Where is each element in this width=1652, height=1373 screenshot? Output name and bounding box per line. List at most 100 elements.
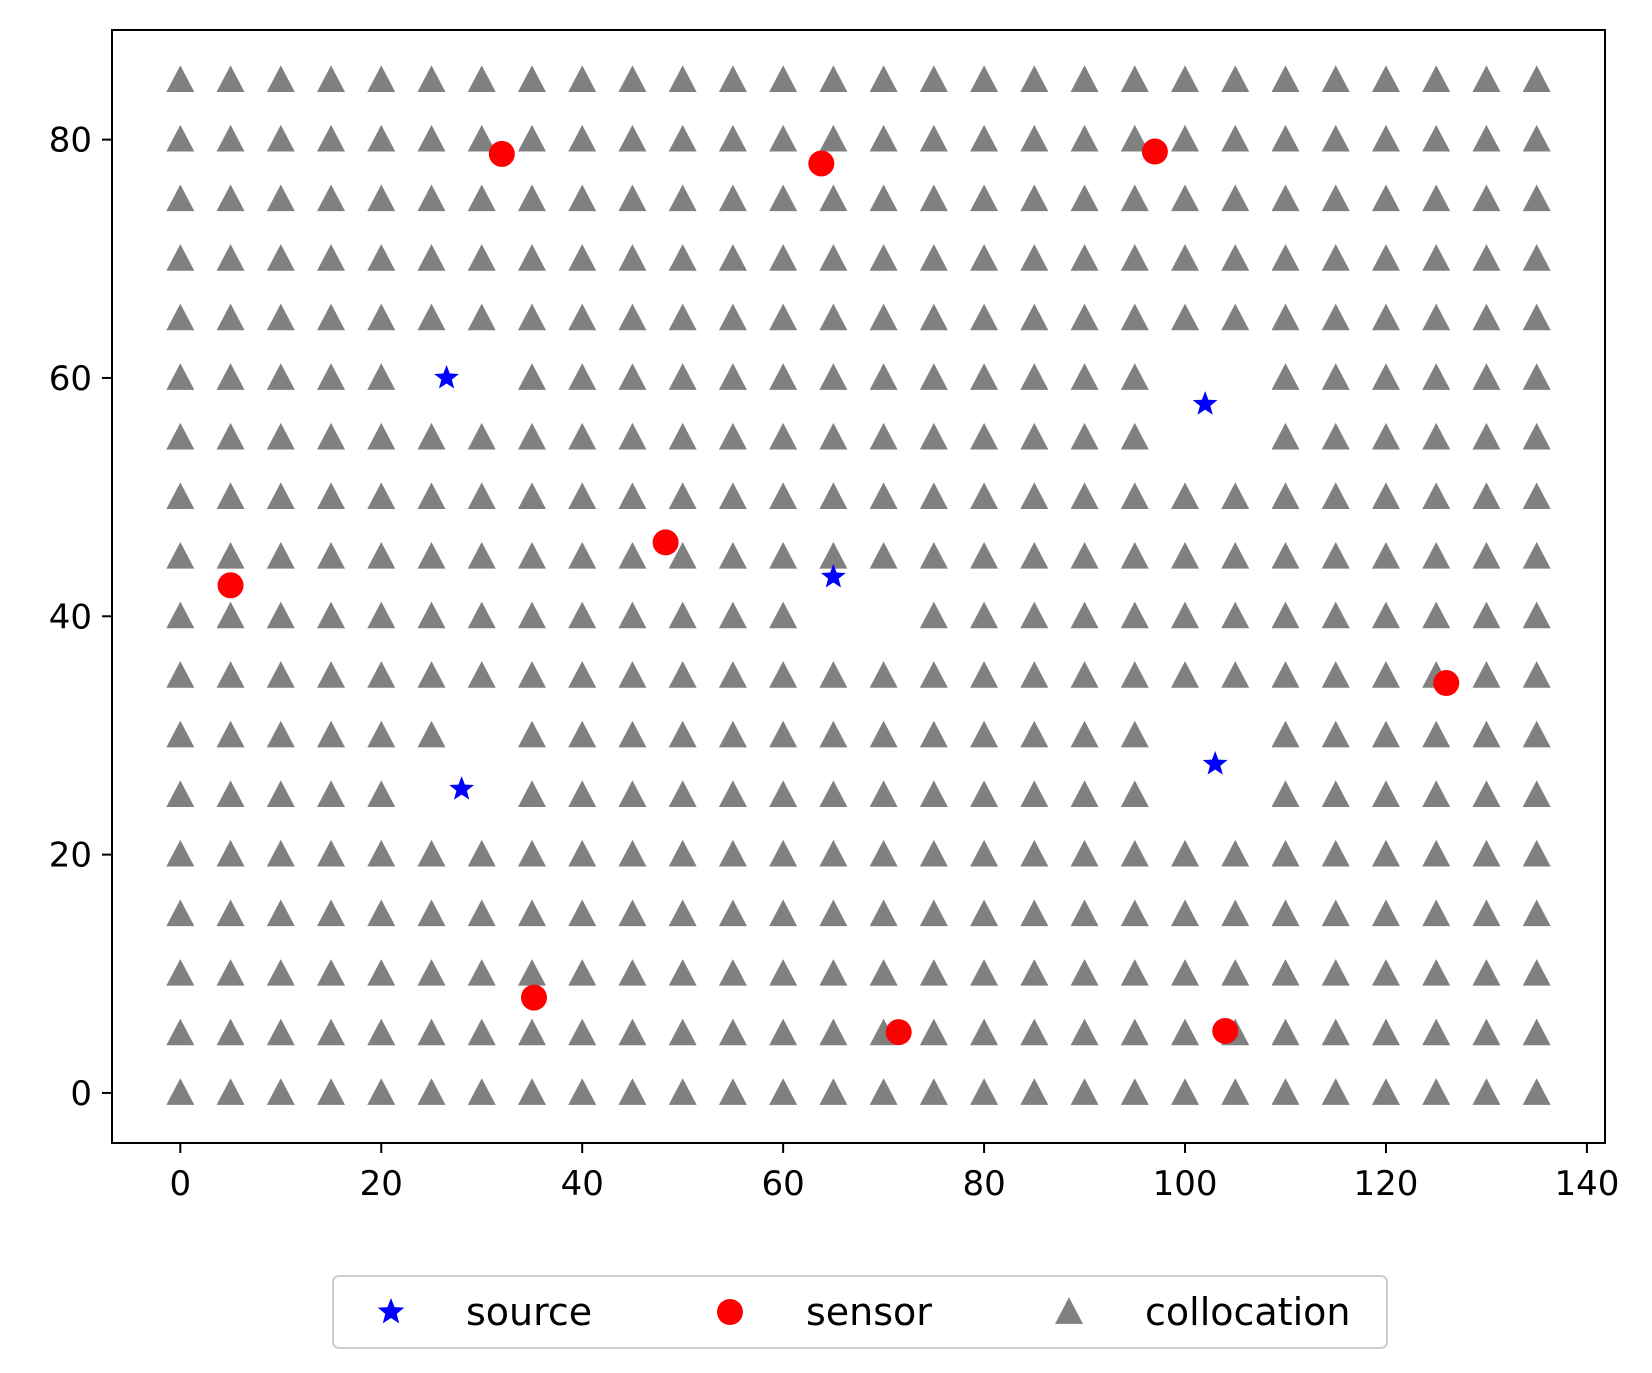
collocation-point [970,720,999,748]
collocation-point [919,959,948,986]
collocation-point [1522,482,1551,510]
collocation-point [819,244,848,271]
collocation-point [1371,959,1400,986]
collocation-point [819,720,848,748]
collocation-point [367,65,396,92]
collocation-point [1422,1078,1451,1105]
collocation-point [769,542,798,569]
collocation-point [1271,661,1300,688]
x-tick-label: 140 [1554,1164,1619,1204]
collocation-point [1422,124,1451,152]
collocation-point [317,899,346,927]
collocation-point [919,839,948,867]
collocation-point [1472,601,1501,629]
collocation-point [1271,780,1300,807]
collocation-point [266,363,295,390]
source-point [821,563,846,588]
collocation-point [417,1018,446,1046]
collocation-point [1120,601,1149,629]
collocation-point [568,780,597,807]
collocation-point [618,422,647,450]
collocation-point [618,1018,647,1046]
collocation-point [1472,363,1501,390]
collocation-point [1120,184,1149,212]
collocation-point [1422,65,1451,92]
collocation-point [970,303,999,331]
collocation-point [869,303,898,331]
collocation-point [1321,542,1350,569]
collocation-point [166,899,195,927]
collocation-point [568,899,597,927]
x-tick-label: 0 [170,1164,192,1204]
collocation-point [1221,601,1250,629]
collocation-point [317,1078,346,1105]
collocation-point [1070,244,1099,271]
collocation-point [1522,899,1551,927]
collocation-point [568,124,597,152]
collocation-point [1070,899,1099,927]
collocation-point [517,303,546,331]
collocation-point [819,363,848,390]
collocation-point [216,661,245,688]
collocation-point [216,1018,245,1046]
collocation-point [1422,482,1451,510]
collocation-point [1070,184,1099,212]
collocation-point [1120,124,1149,152]
collocation-point [869,839,898,867]
collocation-point [517,65,546,92]
collocation-point [517,124,546,152]
collocation-point [618,184,647,212]
collocation-point [367,1018,396,1046]
collocation-point [216,124,245,152]
collocation-point [819,124,848,152]
legend-label-source: source [466,1290,592,1334]
collocation-point [970,1078,999,1105]
collocation-point [1371,65,1400,92]
collocation-point [467,661,496,688]
collocation-point [869,124,898,152]
collocation-point [1422,184,1451,212]
collocation-point [1070,124,1099,152]
collocation-point [1422,244,1451,271]
collocation-point [1321,482,1350,510]
collocation-point [266,482,295,510]
collocation-point [668,899,697,927]
collocation-point [718,661,747,688]
collocation-point [1422,959,1451,986]
collocation-point [367,720,396,748]
collocation-point [919,65,948,92]
collocation-point [718,542,747,569]
collocation-point [417,244,446,271]
collocation-point [1472,124,1501,152]
collocation-point [1371,482,1400,510]
collocation-point [317,601,346,629]
collocation-point [166,482,195,510]
collocation-point [1221,303,1250,331]
collocation-point [166,65,195,92]
x-tick-label: 40 [561,1164,604,1204]
collocation-point [216,184,245,212]
collocation-point [919,899,948,927]
collocation-point [517,839,546,867]
collocation-point [618,839,647,867]
collocation-point [718,1018,747,1046]
x-tick-label: 120 [1354,1164,1419,1204]
collocation-point [1171,959,1200,986]
collocation-point [1221,1078,1250,1105]
collocation-point [417,303,446,331]
collocation-point [668,720,697,748]
collocation-point [1070,661,1099,688]
collocation-point [467,124,496,152]
collocation-point [166,780,195,807]
collocation-point [1422,422,1451,450]
collocation-point [1020,244,1049,271]
collocation-point [1020,780,1049,807]
collocation-point [668,1018,697,1046]
collocation-point [1221,482,1250,510]
collocation-point [467,601,496,629]
collocation-point [1321,780,1350,807]
collocation-point [1020,303,1049,331]
collocation-point [317,959,346,986]
collocation-point [1020,363,1049,390]
collocation-point [1371,542,1400,569]
